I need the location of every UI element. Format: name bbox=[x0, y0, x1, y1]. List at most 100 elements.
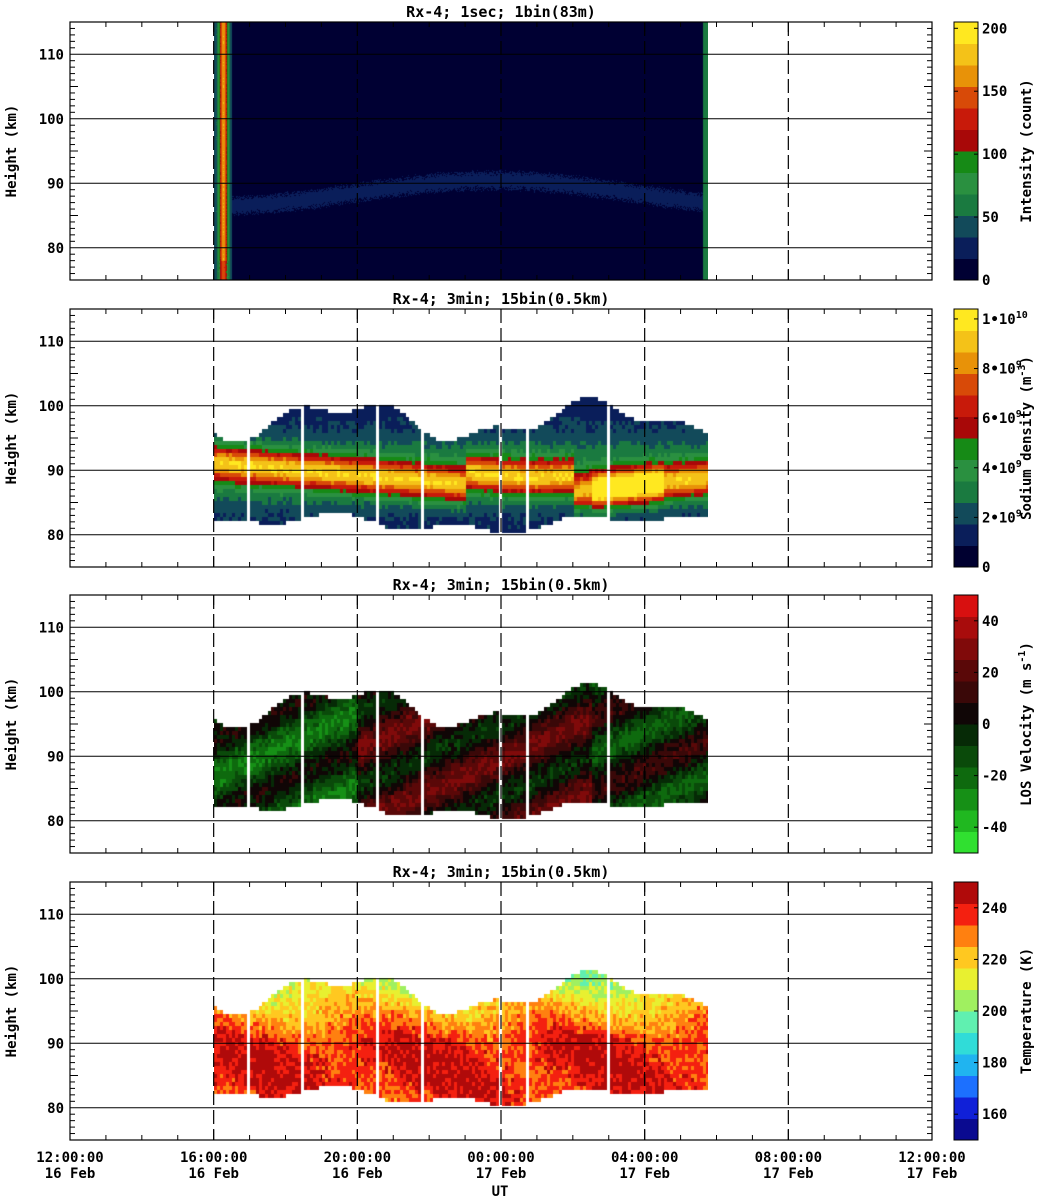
panel-title: Rx-4; 1sec; 1bin(83m) bbox=[406, 3, 596, 21]
colorbar-segment bbox=[954, 681, 978, 703]
heatmap-image bbox=[214, 595, 708, 853]
x-tick-label-time: 20:00:00 bbox=[324, 1150, 391, 1166]
panel-4: Rx-4; 3min; 15bin(0.5km) 80 90 100 110 Height… bbox=[4, 863, 1035, 1141]
colorbar-segment bbox=[954, 43, 978, 66]
colorbar-segment bbox=[954, 788, 978, 811]
y-tick-label: 90 bbox=[47, 749, 64, 765]
x-tick-label-time: 04:00:00 bbox=[611, 1150, 678, 1166]
colorbar-tick-label: 100 bbox=[982, 147, 1007, 163]
colorbar-tick-label: 0 bbox=[982, 560, 990, 576]
colorbar-segment bbox=[954, 925, 978, 947]
colorbar: -40 -20 0 20 40 LOS Velocity (m s-1) bbox=[953, 594, 1035, 854]
colorbar-segment bbox=[954, 989, 978, 1012]
colorbar-segment bbox=[954, 1118, 978, 1141]
y-tick-label: 110 bbox=[39, 334, 64, 350]
colorbar-segment bbox=[954, 767, 978, 789]
colorbar-segment bbox=[954, 237, 978, 259]
colorbar-segment bbox=[954, 616, 978, 639]
colorbar-segment bbox=[954, 395, 978, 417]
colorbar-segment bbox=[954, 373, 978, 396]
x-tick-label-date: 17 Feb bbox=[619, 1166, 670, 1182]
colorbar-segment bbox=[954, 810, 978, 832]
colorbar-tick-label: 200 bbox=[982, 21, 1007, 37]
colorbar-tick-label: 0 bbox=[982, 717, 990, 733]
colorbar-tick-label: 200 bbox=[982, 1004, 1007, 1020]
heatmap-image bbox=[214, 882, 708, 1140]
colorbar-segment bbox=[954, 702, 978, 725]
panel-1: Rx-4; 1sec; 1bin(83m) 80 90 100 110 Height (k… bbox=[4, 3, 1035, 289]
x-tick-label-date: 17 Feb bbox=[476, 1166, 527, 1182]
y-axis-label: Height (km) bbox=[4, 392, 20, 485]
colorbar-frame bbox=[953, 21, 979, 281]
colorbar-segment bbox=[954, 595, 978, 617]
y-tick-label: 90 bbox=[47, 176, 64, 192]
y-tick-label: 110 bbox=[39, 47, 64, 63]
colorbar-tick-label: 160 bbox=[982, 1107, 1007, 1123]
colorbar-tick-label: 2•109 bbox=[982, 508, 1022, 526]
colorbar-segment bbox=[954, 946, 978, 969]
y-tick-label: 100 bbox=[39, 399, 64, 415]
colorbar-segment bbox=[954, 151, 978, 173]
x-tick-label-date: 17 Feb bbox=[907, 1166, 958, 1182]
panel-title: Rx-4; 3min; 15bin(0.5km) bbox=[393, 576, 610, 594]
panel-title: Rx-4; 3min; 15bin(0.5km) bbox=[393, 863, 610, 881]
colorbar-tick-label: 150 bbox=[982, 84, 1007, 100]
y-tick-label: 90 bbox=[47, 463, 64, 479]
x-tick-label-time: 12:00:00 bbox=[898, 1150, 965, 1166]
y-tick-label: 90 bbox=[47, 1036, 64, 1052]
colorbar-segment bbox=[954, 330, 978, 353]
x-tick-label-date: 16 Feb bbox=[332, 1166, 383, 1182]
colorbar-segment bbox=[954, 882, 978, 904]
colorbar-segment bbox=[954, 194, 978, 216]
colorbar-segment bbox=[954, 22, 978, 44]
colorbar-segment bbox=[954, 172, 978, 195]
colorbar-segment bbox=[954, 215, 978, 238]
x-tick-label-time: 00:00:00 bbox=[467, 1150, 534, 1166]
panel-2: Rx-4; 3min; 15bin(0.5km) 80 90 100 110 Height… bbox=[4, 290, 1035, 576]
colorbar-tick-label: -20 bbox=[982, 769, 1007, 785]
y-tick-label: 80 bbox=[47, 814, 64, 830]
heatmap-image bbox=[214, 309, 708, 567]
y-tick-label: 100 bbox=[39, 112, 64, 128]
colorbar-tick-label: 50 bbox=[982, 210, 999, 226]
panel-3: Rx-4; 3min; 15bin(0.5km) 80 90 100 110 Height… bbox=[4, 576, 1035, 854]
colorbar-label: LOS Velocity (m s-1) bbox=[1017, 642, 1035, 806]
x-axis-label: UT bbox=[492, 1184, 509, 1200]
y-axis-label: Height (km) bbox=[4, 678, 20, 771]
colorbar: 160 180 200 220 240 Temperature (K) bbox=[953, 881, 1035, 1141]
colorbar: 0 50 100 150 200 Intensity (count) bbox=[953, 21, 1035, 289]
colorbar-label: Intensity (count) bbox=[1019, 79, 1035, 222]
colorbar-segment bbox=[954, 1054, 978, 1076]
colorbar-segment bbox=[954, 459, 978, 482]
colorbar-segment bbox=[954, 1075, 978, 1098]
colorbar-tick-label: -40 bbox=[982, 820, 1007, 836]
y-tick-label: 110 bbox=[39, 907, 64, 923]
colorbar-tick-label: 220 bbox=[982, 952, 1007, 968]
colorbar-segment bbox=[954, 309, 978, 331]
colorbar-tick-label: 240 bbox=[982, 901, 1007, 917]
y-tick-label: 80 bbox=[47, 1101, 64, 1117]
colorbar-segment bbox=[954, 481, 978, 503]
colorbar-segment bbox=[954, 1011, 978, 1033]
colorbar: 0 2•109 4•109 6•109 8•109 1•1010 Sodium densit… bbox=[953, 308, 1035, 576]
y-tick-label: 80 bbox=[47, 241, 64, 257]
x-tick-label-date: 16 Feb bbox=[188, 1166, 239, 1182]
colorbar-tick-label: 180 bbox=[982, 1056, 1007, 1072]
y-axis-label: Height (km) bbox=[4, 105, 20, 198]
colorbar-segment bbox=[954, 524, 978, 546]
colorbar-segment bbox=[954, 831, 978, 854]
colorbar-segment bbox=[954, 659, 978, 682]
colorbar-segment bbox=[954, 968, 978, 990]
colorbar-segment bbox=[954, 258, 978, 281]
x-tick-label-date: 16 Feb bbox=[45, 1166, 96, 1182]
x-tick-label-date: 17 Feb bbox=[763, 1166, 814, 1182]
colorbar-segment bbox=[954, 129, 978, 152]
y-tick-label: 100 bbox=[39, 972, 64, 988]
y-axis-label: Height (km) bbox=[4, 965, 20, 1058]
colorbar-tick-label: 1•1010 bbox=[982, 310, 1028, 328]
colorbar-segment bbox=[954, 1097, 978, 1119]
y-tick-label: 100 bbox=[39, 685, 64, 701]
heatmap-image bbox=[214, 22, 708, 280]
